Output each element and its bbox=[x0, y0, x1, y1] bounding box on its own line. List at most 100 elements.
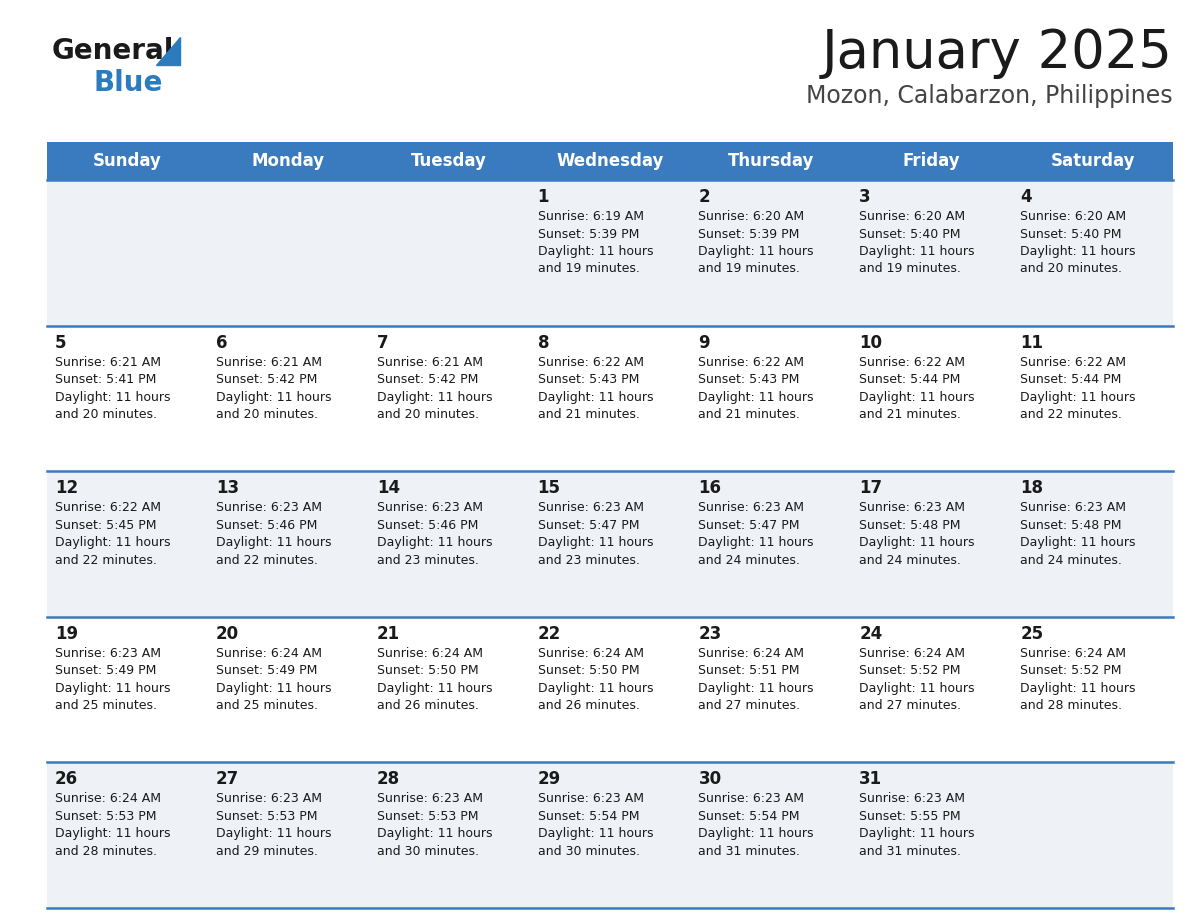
Text: 11: 11 bbox=[1020, 333, 1043, 352]
Text: Sunday: Sunday bbox=[93, 152, 162, 170]
Text: 17: 17 bbox=[859, 479, 883, 498]
Text: and 25 minutes.: and 25 minutes. bbox=[216, 700, 318, 712]
Text: and 21 minutes.: and 21 minutes. bbox=[699, 409, 801, 421]
Text: 29: 29 bbox=[538, 770, 561, 789]
Text: Daylight: 11 hours: Daylight: 11 hours bbox=[377, 827, 492, 840]
Text: 21: 21 bbox=[377, 625, 400, 643]
Text: Sunset: 5:43 PM: Sunset: 5:43 PM bbox=[699, 373, 800, 386]
Text: Sunset: 5:44 PM: Sunset: 5:44 PM bbox=[1020, 373, 1121, 386]
Text: Mozon, Calabarzon, Philippines: Mozon, Calabarzon, Philippines bbox=[807, 84, 1173, 108]
Text: 19: 19 bbox=[55, 625, 78, 643]
Text: Sunset: 5:47 PM: Sunset: 5:47 PM bbox=[538, 519, 639, 532]
Text: Sunset: 5:42 PM: Sunset: 5:42 PM bbox=[216, 373, 317, 386]
Text: and 24 minutes.: and 24 minutes. bbox=[859, 554, 961, 566]
Text: Saturday: Saturday bbox=[1050, 152, 1135, 170]
Text: and 19 minutes.: and 19 minutes. bbox=[699, 263, 801, 275]
Text: Daylight: 11 hours: Daylight: 11 hours bbox=[1020, 536, 1136, 549]
Text: and 20 minutes.: and 20 minutes. bbox=[216, 409, 318, 421]
Text: 12: 12 bbox=[55, 479, 78, 498]
Text: Daylight: 11 hours: Daylight: 11 hours bbox=[1020, 682, 1136, 695]
Bar bbox=[48, 471, 1173, 617]
Text: and 25 minutes.: and 25 minutes. bbox=[55, 700, 157, 712]
Text: Sunrise: 6:24 AM: Sunrise: 6:24 AM bbox=[538, 647, 644, 660]
Text: Sunset: 5:53 PM: Sunset: 5:53 PM bbox=[55, 810, 157, 823]
Text: 23: 23 bbox=[699, 625, 721, 643]
Text: Daylight: 11 hours: Daylight: 11 hours bbox=[377, 390, 492, 404]
Text: Sunset: 5:45 PM: Sunset: 5:45 PM bbox=[55, 519, 157, 532]
Text: 28: 28 bbox=[377, 770, 400, 789]
Text: 22: 22 bbox=[538, 625, 561, 643]
Text: 14: 14 bbox=[377, 479, 400, 498]
Text: Daylight: 11 hours: Daylight: 11 hours bbox=[216, 827, 331, 840]
Text: 30: 30 bbox=[699, 770, 721, 789]
Text: and 26 minutes.: and 26 minutes. bbox=[538, 700, 639, 712]
Text: and 27 minutes.: and 27 minutes. bbox=[699, 700, 801, 712]
Text: Sunset: 5:55 PM: Sunset: 5:55 PM bbox=[859, 810, 961, 823]
Text: Sunset: 5:44 PM: Sunset: 5:44 PM bbox=[859, 373, 961, 386]
Text: Sunrise: 6:24 AM: Sunrise: 6:24 AM bbox=[55, 792, 162, 805]
Text: Sunrise: 6:24 AM: Sunrise: 6:24 AM bbox=[1020, 647, 1126, 660]
Text: 27: 27 bbox=[216, 770, 239, 789]
Text: 25: 25 bbox=[1020, 625, 1043, 643]
Bar bbox=[48, 142, 1173, 180]
Text: Daylight: 11 hours: Daylight: 11 hours bbox=[859, 682, 975, 695]
Text: Sunset: 5:41 PM: Sunset: 5:41 PM bbox=[55, 373, 157, 386]
Text: General: General bbox=[52, 37, 175, 65]
Text: Daylight: 11 hours: Daylight: 11 hours bbox=[55, 390, 171, 404]
Text: Sunset: 5:43 PM: Sunset: 5:43 PM bbox=[538, 373, 639, 386]
Text: Sunrise: 6:21 AM: Sunrise: 6:21 AM bbox=[55, 355, 162, 369]
Text: and 26 minutes.: and 26 minutes. bbox=[377, 700, 479, 712]
Text: Wednesday: Wednesday bbox=[556, 152, 664, 170]
Text: Sunset: 5:50 PM: Sunset: 5:50 PM bbox=[377, 665, 479, 677]
Text: Sunrise: 6:21 AM: Sunrise: 6:21 AM bbox=[377, 355, 482, 369]
Text: and 31 minutes.: and 31 minutes. bbox=[859, 845, 961, 858]
Text: Sunset: 5:47 PM: Sunset: 5:47 PM bbox=[699, 519, 800, 532]
Text: Daylight: 11 hours: Daylight: 11 hours bbox=[699, 682, 814, 695]
Text: Daylight: 11 hours: Daylight: 11 hours bbox=[859, 245, 975, 258]
Text: Sunset: 5:48 PM: Sunset: 5:48 PM bbox=[1020, 519, 1121, 532]
Text: 4: 4 bbox=[1020, 188, 1031, 206]
Text: Sunrise: 6:23 AM: Sunrise: 6:23 AM bbox=[377, 792, 482, 805]
Text: Sunrise: 6:23 AM: Sunrise: 6:23 AM bbox=[538, 792, 644, 805]
Text: Daylight: 11 hours: Daylight: 11 hours bbox=[1020, 245, 1136, 258]
Text: Sunset: 5:53 PM: Sunset: 5:53 PM bbox=[377, 810, 479, 823]
Text: and 28 minutes.: and 28 minutes. bbox=[55, 845, 157, 858]
Text: Sunrise: 6:24 AM: Sunrise: 6:24 AM bbox=[377, 647, 482, 660]
Text: and 29 minutes.: and 29 minutes. bbox=[216, 845, 317, 858]
Text: 3: 3 bbox=[859, 188, 871, 206]
Text: and 24 minutes.: and 24 minutes. bbox=[699, 554, 801, 566]
Text: Daylight: 11 hours: Daylight: 11 hours bbox=[55, 536, 171, 549]
Text: Daylight: 11 hours: Daylight: 11 hours bbox=[699, 245, 814, 258]
Text: Daylight: 11 hours: Daylight: 11 hours bbox=[1020, 390, 1136, 404]
Text: Sunrise: 6:20 AM: Sunrise: 6:20 AM bbox=[859, 210, 966, 223]
Bar bbox=[48, 326, 1173, 471]
Text: 20: 20 bbox=[216, 625, 239, 643]
Text: Sunrise: 6:22 AM: Sunrise: 6:22 AM bbox=[699, 355, 804, 369]
Text: Sunset: 5:54 PM: Sunset: 5:54 PM bbox=[538, 810, 639, 823]
Text: and 19 minutes.: and 19 minutes. bbox=[538, 263, 639, 275]
Text: and 28 minutes.: and 28 minutes. bbox=[1020, 700, 1123, 712]
Text: Sunrise: 6:20 AM: Sunrise: 6:20 AM bbox=[699, 210, 804, 223]
Text: Daylight: 11 hours: Daylight: 11 hours bbox=[377, 536, 492, 549]
Text: and 21 minutes.: and 21 minutes. bbox=[859, 409, 961, 421]
Text: 2: 2 bbox=[699, 188, 710, 206]
Text: Sunset: 5:53 PM: Sunset: 5:53 PM bbox=[216, 810, 317, 823]
Text: Sunrise: 6:23 AM: Sunrise: 6:23 AM bbox=[699, 501, 804, 514]
Text: 24: 24 bbox=[859, 625, 883, 643]
Text: Sunrise: 6:24 AM: Sunrise: 6:24 AM bbox=[699, 647, 804, 660]
Text: Daylight: 11 hours: Daylight: 11 hours bbox=[216, 536, 331, 549]
Text: 6: 6 bbox=[216, 333, 227, 352]
Text: Daylight: 11 hours: Daylight: 11 hours bbox=[859, 827, 975, 840]
Text: Daylight: 11 hours: Daylight: 11 hours bbox=[216, 682, 331, 695]
Text: Sunrise: 6:23 AM: Sunrise: 6:23 AM bbox=[216, 501, 322, 514]
Text: Sunset: 5:48 PM: Sunset: 5:48 PM bbox=[859, 519, 961, 532]
Text: Daylight: 11 hours: Daylight: 11 hours bbox=[859, 536, 975, 549]
Text: 16: 16 bbox=[699, 479, 721, 498]
Text: Sunrise: 6:24 AM: Sunrise: 6:24 AM bbox=[859, 647, 966, 660]
Text: Sunset: 5:39 PM: Sunset: 5:39 PM bbox=[699, 228, 800, 241]
Text: Sunrise: 6:22 AM: Sunrise: 6:22 AM bbox=[55, 501, 162, 514]
Text: Sunset: 5:39 PM: Sunset: 5:39 PM bbox=[538, 228, 639, 241]
Text: Sunset: 5:49 PM: Sunset: 5:49 PM bbox=[216, 665, 317, 677]
Text: Daylight: 11 hours: Daylight: 11 hours bbox=[377, 682, 492, 695]
Text: Sunrise: 6:20 AM: Sunrise: 6:20 AM bbox=[1020, 210, 1126, 223]
